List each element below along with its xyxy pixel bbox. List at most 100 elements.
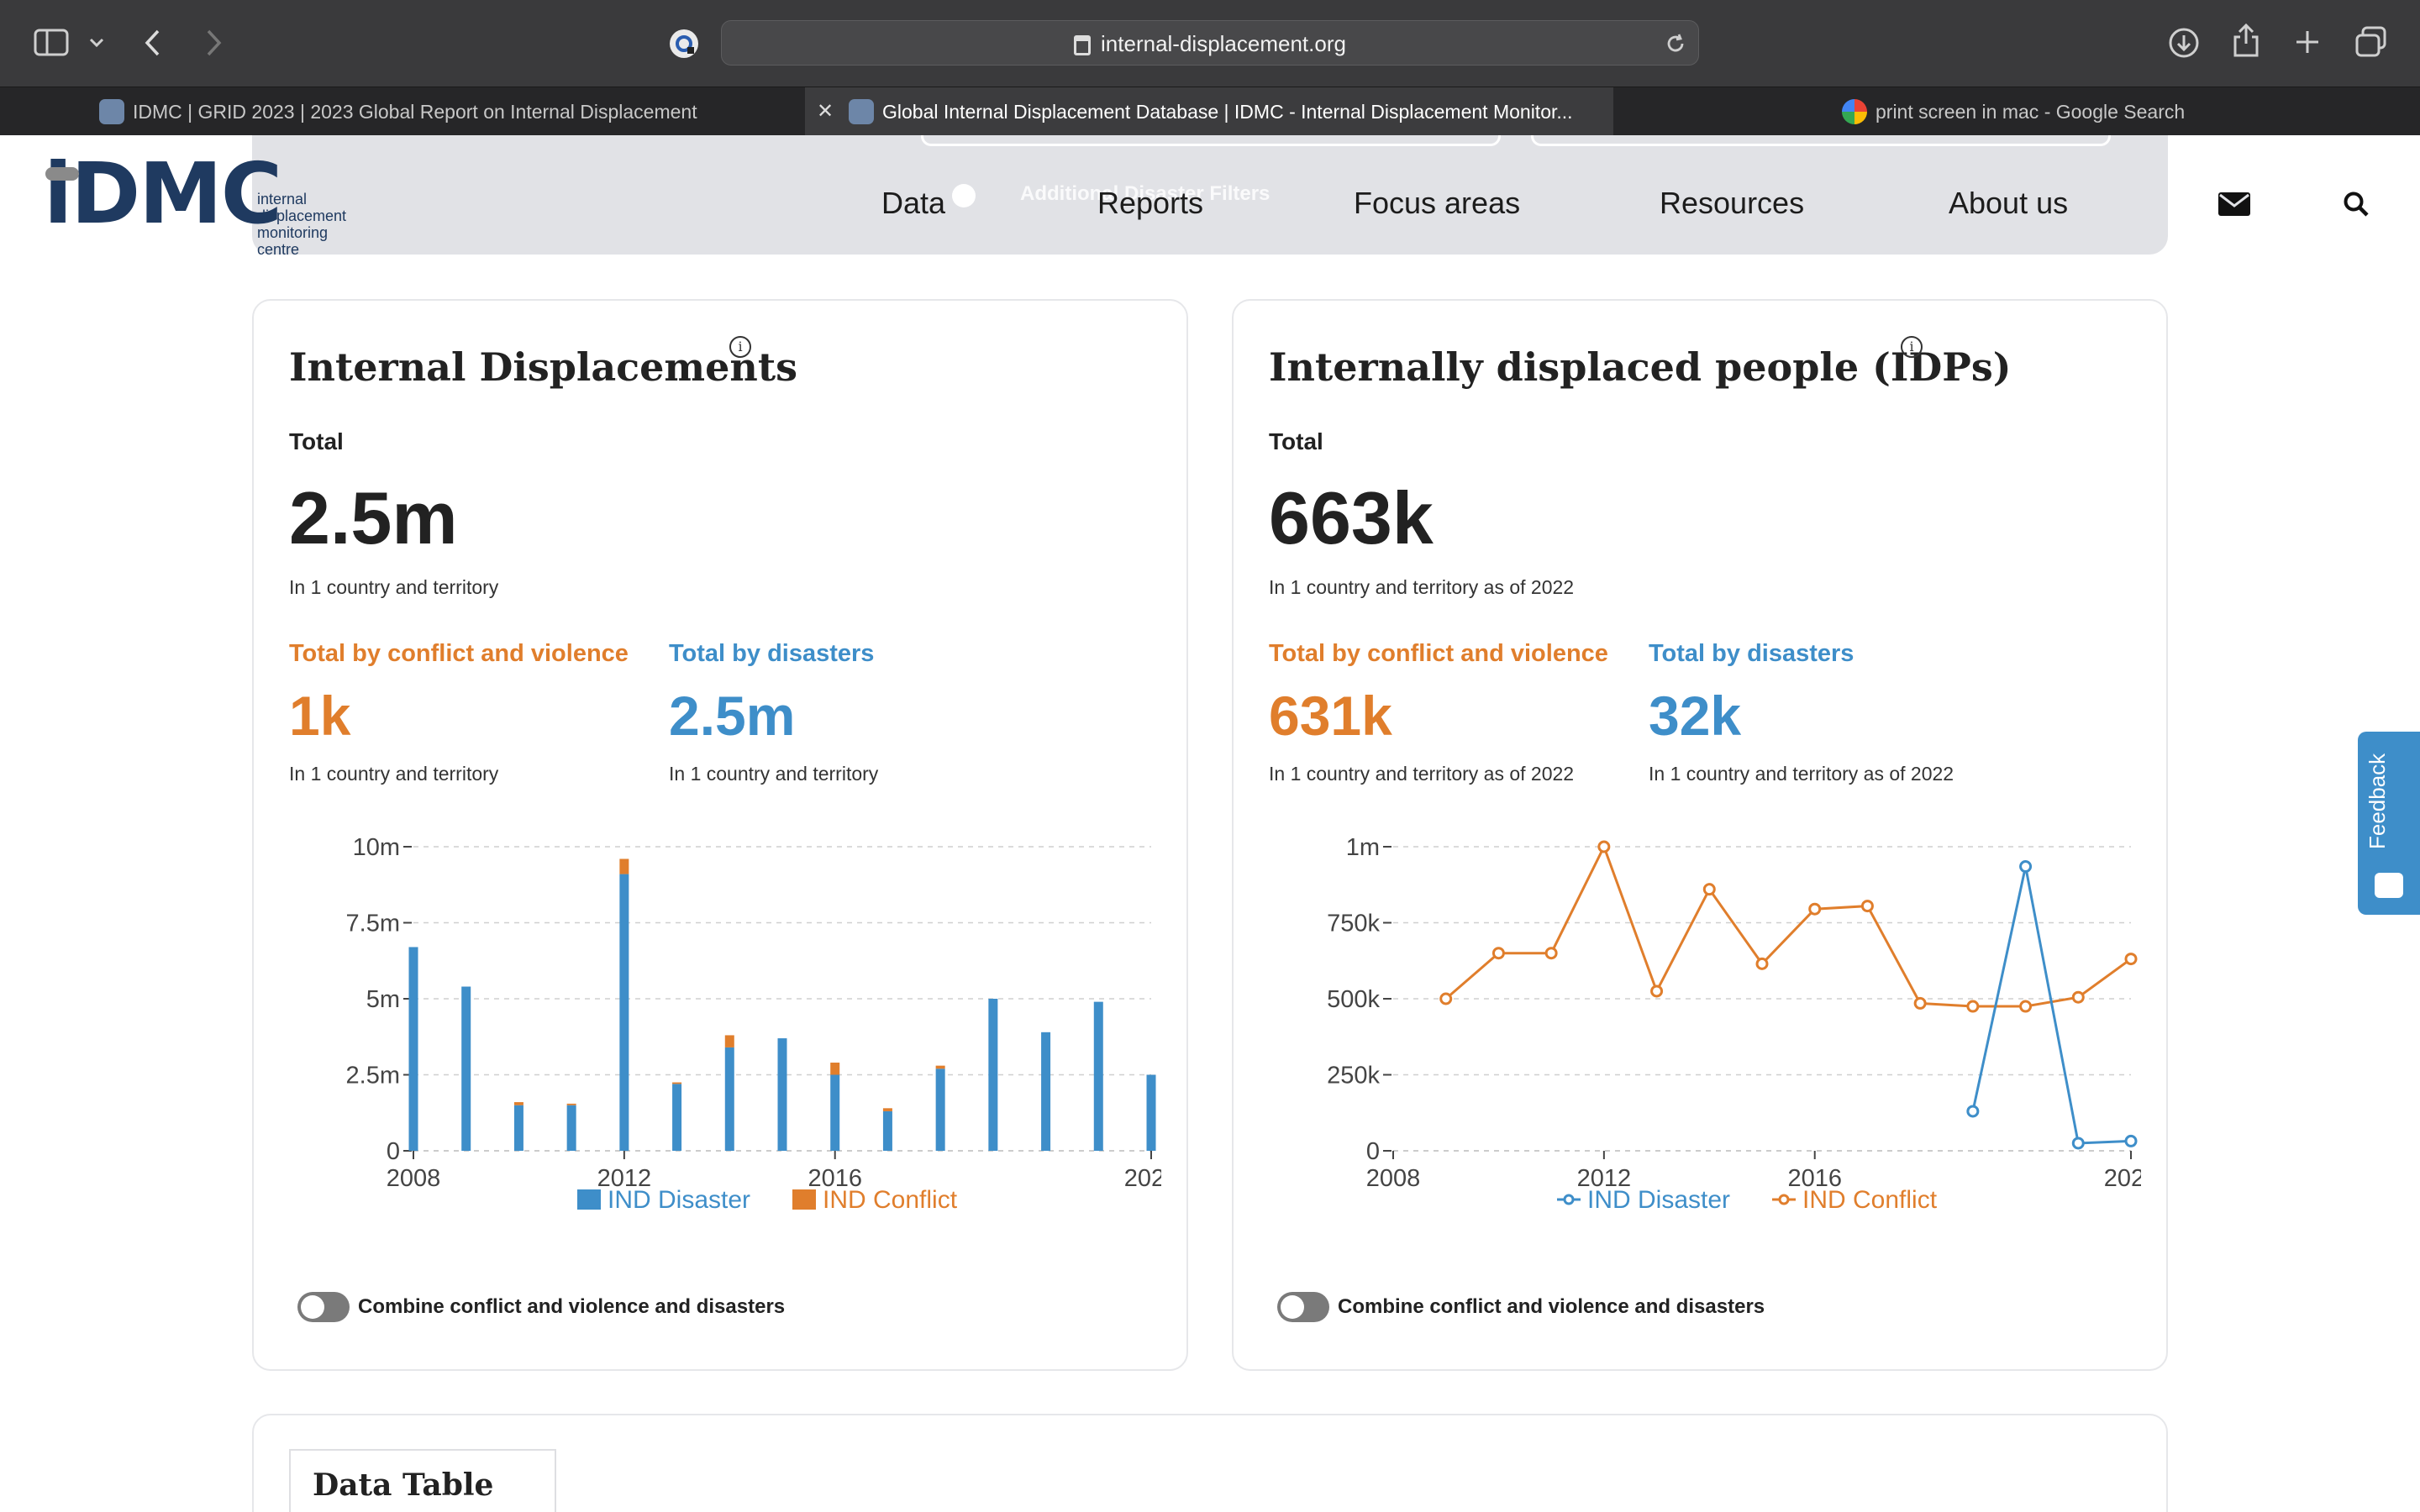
nav-focus-areas[interactable]: Focus areas [1354,186,1521,220]
chevron-down-icon[interactable] [89,37,104,49]
new-tab-icon[interactable] [2294,29,2321,55]
data-point [1650,984,1664,998]
tab-grid-2023[interactable]: IDMC | GRID 2023 | 2023 Global Report on… [0,87,805,136]
address-url: internal-displacement.org [1101,31,1346,56]
x-tick-label: 2008 [387,1165,441,1192]
bar [988,999,998,1151]
bar [513,1105,523,1151]
logo-wordmark: iDMC [44,144,282,243]
share-icon[interactable] [2232,22,2260,59]
bar [882,1110,892,1151]
data-point [1755,957,1769,970]
data-point [1860,900,1874,913]
back-icon[interactable] [143,29,163,57]
sidebar-icon[interactable] [34,29,71,57]
bar [724,1047,734,1151]
idps-line-chart: 0 250k 500k 750k 1m 2008 2012 2016 2022 IND Disas… [1327,834,2141,1214]
toggle-knob [301,1295,324,1319]
conflict-label: Total by conflict and violence [289,640,629,667]
idmc-favicon-icon [849,98,874,124]
total-note: In 1 country and territory [289,576,499,598]
forward-icon[interactable] [203,29,224,57]
bar [566,1103,576,1105]
bar [1093,1001,1103,1151]
y-tick-label: 1m [1346,834,1380,861]
disaster-value: 32k [1649,685,1742,747]
tab-google-search[interactable]: print screen in mac - Google Search [1613,87,2420,136]
address-bar[interactable]: internal-displacement.org [721,20,1699,66]
bar [777,1038,787,1151]
idmc-favicon-icon [99,98,124,124]
download-icon[interactable] [2168,27,2200,59]
combine-toggle-label: Combine conflict and violence and disast… [358,1295,786,1318]
bar [461,986,471,1151]
password-icon[interactable] [667,27,701,60]
data-point [2071,990,2085,1004]
data-table-tab[interactable] [289,1449,556,1512]
series-line [1444,843,2132,1008]
tab-title: IDMC | GRID 2023 | 2023 Global Report on… [133,101,697,123]
total-value: 2.5m [289,476,458,559]
x-tick-label: 2022 [1124,1165,1161,1192]
bar [619,874,629,1151]
feedback-button[interactable]: Feedback [2358,732,2420,915]
google-favicon-icon [1842,98,1867,124]
total-value: 663k [1269,476,1434,559]
nav-reports[interactable]: Reports [1097,186,1204,220]
data-point [1544,947,1558,960]
bar [830,1063,840,1075]
bar [513,1102,523,1105]
legend-marker [1778,1194,1790,1205]
data-point [1597,840,1611,853]
tab-overview-icon[interactable] [2354,25,2388,59]
legend-label: IND Conflict [823,1186,958,1214]
bar [935,1065,945,1069]
nav-resources[interactable]: Resources [1660,186,1805,220]
idps-card: Internally displaced people (IDPs) i Tot… [1232,299,2168,1371]
conflict-value: 631k [1269,685,1392,747]
data-point [1439,992,1453,1005]
data-point [2071,1137,2085,1150]
bar [724,1035,734,1047]
internal-displacements-card: Internal Displacements i Total 2.5m In 1… [252,299,1188,1371]
card-title: Internally displaced people (IDPs) [1269,344,2012,390]
bar [830,1074,840,1151]
total-note: In 1 country and territory as of 2022 [1269,576,1575,598]
x-tick-label: 2008 [1366,1165,1421,1192]
conflict-note: In 1 country and territory as of 2022 [1269,763,1575,785]
data-point [1913,996,1927,1010]
bar [566,1105,576,1151]
conflict-note: In 1 country and territory [289,763,499,785]
bar [1041,1032,1051,1151]
info-icon[interactable]: i [1901,336,1923,358]
legend-swatch [792,1189,816,1210]
nav-band [252,135,2168,255]
disaster-note: In 1 country and territory [669,763,879,785]
reload-icon[interactable] [1665,33,1686,55]
nav-data[interactable]: Data [881,186,946,220]
total-label: Total [1269,428,1323,454]
data-table-card: Data Table [252,1414,2168,1512]
data-point [1702,883,1716,896]
y-tick-label: 500k [1327,986,1380,1013]
bar [672,1084,682,1151]
legend-swatch [577,1189,601,1210]
disaster-label: Total by disasters [669,640,875,667]
mail-icon[interactable] [2218,192,2250,216]
close-tab-icon[interactable]: ✕ [817,100,834,123]
search-icon[interactable] [2343,191,2370,218]
combine-toggle[interactable] [297,1292,350,1322]
card-title: Internal Displacements [289,344,797,390]
data-point [1491,947,1505,960]
combine-toggle[interactable] [1277,1292,1329,1322]
ghost-filter-dropdown [921,135,1501,146]
tab-title: print screen in mac - Google Search [1876,101,2186,123]
data-point [1966,1105,1980,1118]
info-icon[interactable]: i [729,336,751,358]
data-table-title: Data Table [313,1467,494,1503]
bar [672,1082,682,1084]
tab-idmc-database[interactable]: ✕ Global Internal Displacement Database … [805,87,1613,136]
nav-about-us[interactable]: About us [1949,186,2069,220]
tab-bar: IDMC | GRID 2023 | 2023 Global Report on… [0,87,2420,136]
idmc-logo[interactable]: iDMC internal displacement monitoring centr… [44,144,346,259]
